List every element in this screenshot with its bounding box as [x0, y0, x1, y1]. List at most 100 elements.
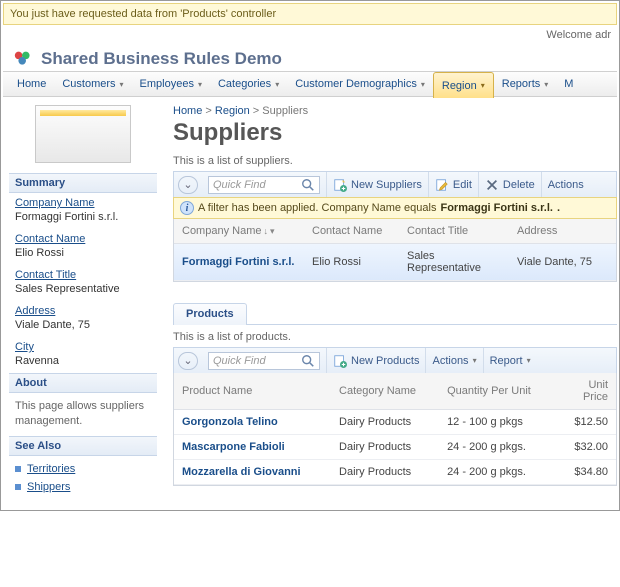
col-category[interactable]: Category Name: [331, 379, 439, 403]
menu-customers[interactable]: Customers▾: [54, 72, 131, 96]
filter-bar: i A filter has been applied. Company Nam…: [173, 197, 617, 219]
chevron-down-icon: ▾: [473, 356, 477, 365]
actions-button[interactable]: Actions: [542, 172, 590, 197]
cell-price: $32.00: [557, 435, 616, 459]
main-menu: Home Customers▾ Employees▾ Categories▾ C…: [3, 71, 617, 97]
supplier-name-link[interactable]: Formaggi Fortini s.r.l.: [182, 256, 294, 268]
view-selector[interactable]: ⌄: [178, 352, 198, 370]
suppliers-grid: Company Name↓▾ Contact Name Contact Titl…: [173, 219, 617, 282]
summary-address-value: Viale Dante, 75: [9, 317, 157, 337]
summary-title-label[interactable]: Contact Title: [9, 265, 157, 281]
col-price[interactable]: Unit Price: [557, 373, 616, 409]
table-row[interactable]: Formaggi Fortini s.r.l. Elio Rossi Sales…: [174, 244, 616, 281]
view-selector[interactable]: ⌄: [178, 176, 198, 194]
summary-city-value: Ravenna: [9, 353, 157, 373]
quick-find-input[interactable]: Quick Find: [208, 176, 320, 194]
summary-city-label[interactable]: City: [9, 337, 157, 353]
menu-customer-demographics[interactable]: Customer Demographics▾: [287, 72, 433, 96]
products-grid: Product Name Category Name Quantity Per …: [173, 373, 617, 486]
summary-address-label[interactable]: Address: [9, 301, 157, 317]
col-contact-name[interactable]: Contact Name: [304, 219, 399, 243]
col-qty[interactable]: Quantity Per Unit: [439, 379, 557, 403]
new-icon: [333, 178, 347, 192]
cell-title: Sales Representative: [399, 244, 509, 280]
col-contact-title[interactable]: Contact Title: [399, 219, 509, 243]
seealso-heading: See Also: [9, 436, 157, 456]
col-company-name[interactable]: Company Name↓▾: [174, 219, 304, 243]
chevron-down-icon: ▾: [481, 81, 485, 90]
summary-contact-label[interactable]: Contact Name: [9, 229, 157, 245]
products-toolbar: ⌄ Quick Find New Products Actions▾ Repor…: [173, 347, 617, 373]
menu-employees[interactable]: Employees▾: [132, 72, 210, 96]
cell-category: Dairy Products: [331, 435, 439, 459]
tab-products[interactable]: Products: [173, 303, 247, 325]
cell-contact: Elio Rossi: [304, 250, 399, 274]
chevron-down-icon: ▾: [198, 80, 202, 89]
edit-button[interactable]: Edit: [429, 172, 479, 197]
menu-home[interactable]: Home: [9, 72, 54, 96]
quick-find-input[interactable]: Quick Find: [208, 352, 320, 370]
suppliers-grid-header: Company Name↓▾ Contact Name Contact Titl…: [174, 219, 616, 244]
search-icon: [301, 178, 315, 192]
chevron-down-icon: ⌄: [179, 354, 197, 367]
breadcrumb-region[interactable]: Region: [215, 105, 250, 117]
seealso-territories[interactable]: Territories: [27, 463, 75, 475]
chevron-down-icon: ▾: [421, 80, 425, 89]
col-address[interactable]: Address: [509, 219, 616, 243]
products-grid-header: Product Name Category Name Quantity Per …: [174, 373, 616, 410]
app-title: Shared Business Rules Demo: [41, 49, 282, 69]
cell-qty: 12 - 100 g pkgs: [439, 410, 557, 434]
cell-price: $12.50: [557, 410, 616, 434]
title-bar: Shared Business Rules Demo: [3, 43, 617, 71]
filter-icon: ▾: [270, 226, 275, 236]
delete-icon: [485, 178, 499, 192]
breadcrumb-home[interactable]: Home: [173, 105, 202, 117]
actions-button[interactable]: Actions▾: [426, 348, 483, 373]
chevron-down-icon: ⌄: [179, 178, 197, 191]
menu-categories[interactable]: Categories▾: [210, 72, 287, 96]
cell-address: Viale Dante, 75: [509, 250, 616, 274]
table-row[interactable]: Mascarpone Fabioli Dairy Products 24 - 2…: [174, 435, 616, 460]
menu-region[interactable]: Region▾: [433, 72, 494, 98]
cell-category: Dairy Products: [331, 410, 439, 434]
about-heading: About: [9, 373, 157, 393]
bullet-icon: [15, 484, 21, 490]
col-product-name[interactable]: Product Name: [174, 379, 331, 403]
product-name-link[interactable]: Gorgonzola Telino: [182, 416, 278, 428]
summary-company-label[interactable]: Company Name: [9, 193, 157, 209]
summary-heading: Summary: [9, 173, 157, 193]
page-thumbnail: [35, 105, 131, 163]
notification-bar: You just have requested data from 'Produ…: [3, 3, 617, 25]
table-row[interactable]: Gorgonzola Telino Dairy Products 12 - 10…: [174, 410, 616, 435]
product-name-link[interactable]: Mozzarella di Giovanni: [182, 466, 301, 478]
seealso-item: Territories: [15, 460, 151, 478]
suppliers-desc: This is a list of suppliers.: [173, 155, 617, 171]
detail-tabs: Products: [173, 302, 617, 325]
filter-value: Formaggi Fortini s.r.l.: [440, 202, 552, 214]
breadcrumb-current: Suppliers: [262, 105, 308, 117]
info-icon: i: [180, 201, 194, 215]
summary-contact-value: Elio Rossi: [9, 245, 157, 265]
chevron-down-icon: ▾: [275, 80, 279, 89]
products-desc: This is a list of products.: [173, 325, 617, 347]
seealso-shippers[interactable]: Shippers: [27, 481, 70, 493]
product-name-link[interactable]: Mascarpone Fabioli: [182, 441, 285, 453]
cell-category: Dairy Products: [331, 460, 439, 484]
new-suppliers-button[interactable]: New Suppliers: [327, 172, 429, 197]
search-icon: [301, 354, 315, 368]
cell-qty: 24 - 200 g pkgs.: [439, 460, 557, 484]
menu-more[interactable]: M: [556, 72, 581, 96]
delete-button[interactable]: Delete: [479, 172, 542, 197]
report-button[interactable]: Report▾: [484, 348, 537, 373]
cell-price: $34.80: [557, 460, 616, 484]
new-products-button[interactable]: New Products: [327, 348, 426, 373]
menu-reports[interactable]: Reports▾: [494, 72, 557, 96]
chevron-down-icon: ▾: [527, 356, 531, 365]
suppliers-toolbar: ⌄ Quick Find New Suppliers Edit Delete: [173, 171, 617, 197]
sort-desc-icon: ↓: [263, 226, 268, 236]
cell-qty: 24 - 200 g pkgs.: [439, 435, 557, 459]
seealso-item: Shippers: [15, 478, 151, 496]
filter-text: A filter has been applied. Company Name …: [198, 202, 436, 214]
table-row[interactable]: Mozzarella di Giovanni Dairy Products 24…: [174, 460, 616, 485]
app-logo-icon: [13, 50, 35, 68]
